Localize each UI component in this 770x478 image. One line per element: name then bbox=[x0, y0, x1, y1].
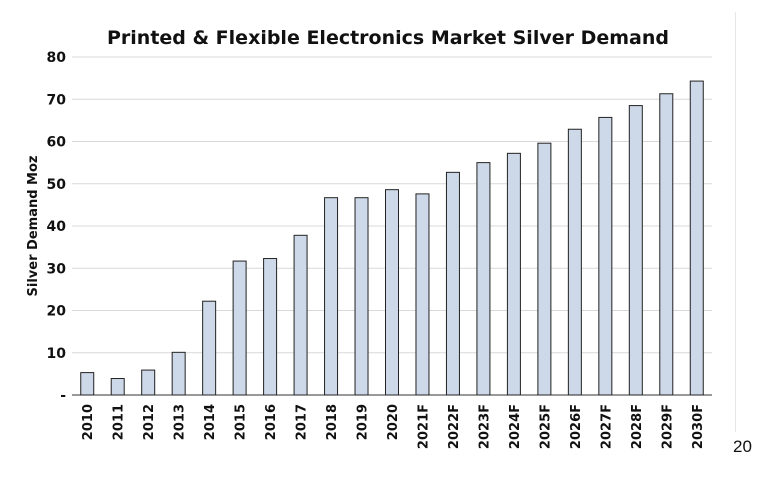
bar bbox=[445, 171, 460, 396]
bars bbox=[80, 80, 704, 396]
bar bbox=[537, 142, 552, 396]
bar bbox=[567, 128, 582, 396]
x-tick-label: 2019 bbox=[356, 404, 371, 440]
x-tick-label: 2030F bbox=[691, 404, 706, 449]
x-tick-label: 2026F bbox=[569, 404, 584, 449]
x-tick-label: 2023F bbox=[477, 404, 492, 449]
bar bbox=[628, 105, 643, 396]
x-tick-label: 2022F bbox=[447, 404, 462, 449]
bar bbox=[689, 80, 704, 396]
bar bbox=[385, 189, 399, 396]
bar bbox=[293, 234, 308, 396]
bar bbox=[232, 260, 247, 396]
bar bbox=[354, 197, 369, 396]
bar bbox=[141, 369, 156, 396]
x-tick-label: 2029F bbox=[660, 404, 675, 449]
bar bbox=[110, 378, 125, 396]
y-tick-labels: - 10 20 30 40 50 60 70 80 bbox=[47, 50, 67, 404]
x-tick-label: 2015 bbox=[234, 404, 249, 440]
y-tick-label: 80 bbox=[47, 50, 67, 66]
y-tick-label: 40 bbox=[47, 219, 67, 235]
bar bbox=[202, 300, 217, 396]
y-tick-label: 30 bbox=[47, 261, 67, 277]
x-tick-label: 2025F bbox=[538, 404, 553, 449]
bar bbox=[324, 197, 339, 396]
slide-edge-rule bbox=[735, 12, 736, 432]
y-tick-label: 20 bbox=[47, 304, 67, 320]
x-tick-label: 2020 bbox=[386, 404, 401, 440]
x-tick-label: 2012 bbox=[142, 404, 157, 440]
chart-title: Printed & Flexible Electronics Market Si… bbox=[107, 27, 669, 49]
x-tick-label: 2017 bbox=[295, 404, 310, 440]
bar bbox=[506, 152, 521, 396]
bar bbox=[659, 93, 674, 396]
bar bbox=[415, 193, 430, 396]
x-tick-label: 2014 bbox=[203, 404, 218, 440]
page-number: 20 bbox=[733, 437, 752, 456]
y-tick-label: - bbox=[60, 388, 66, 404]
x-tick-label: 2021F bbox=[416, 404, 431, 449]
y-axis-label: Silver Demand Moz bbox=[26, 156, 41, 297]
x-tick-label: 2018 bbox=[325, 404, 340, 440]
y-tick-label: 10 bbox=[47, 346, 67, 362]
x-tick-label: 2028F bbox=[630, 404, 645, 449]
x-tick-label: 2011 bbox=[112, 404, 127, 440]
bar bbox=[263, 258, 278, 396]
y-tick-label: 60 bbox=[47, 135, 67, 151]
bar bbox=[80, 372, 95, 396]
x-tick-label: 2010 bbox=[81, 404, 96, 440]
x-tick-label: 2027F bbox=[599, 404, 614, 449]
y-tick-label: 50 bbox=[47, 177, 67, 193]
x-tick-labels: 2010 2011 2012 2013 2014 2015 2016 2017 2018 2019… bbox=[81, 404, 706, 449]
bar bbox=[598, 116, 613, 396]
bar bbox=[171, 351, 186, 396]
x-tick-label: 2016 bbox=[264, 404, 279, 440]
y-tick-label: 70 bbox=[47, 92, 67, 108]
x-tick-label: 2024F bbox=[508, 404, 523, 449]
bar bbox=[476, 162, 491, 396]
x-tick-label: 2013 bbox=[173, 404, 188, 440]
